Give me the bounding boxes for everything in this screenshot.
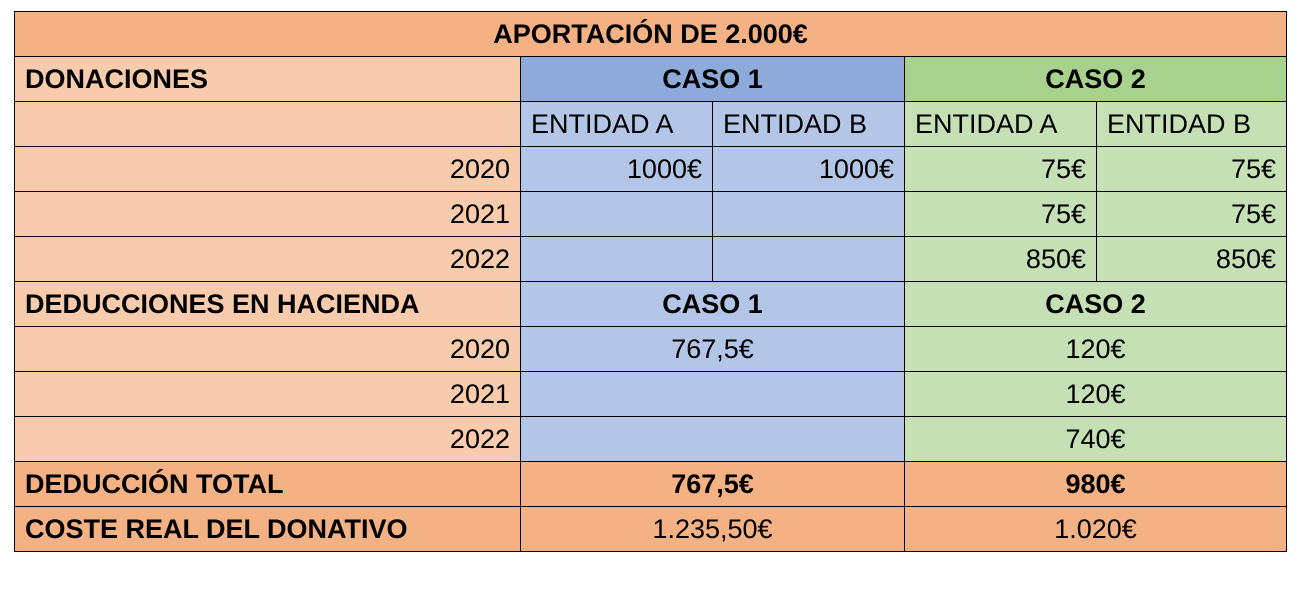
caso2-entidad-b-value: 850€ bbox=[1096, 236, 1287, 282]
donacion-row-2022: 2022 850€ 850€ bbox=[14, 236, 1287, 282]
donacion-year: 2022 bbox=[14, 236, 521, 282]
table-title: APORTACIÓN DE 2.000€ bbox=[14, 11, 1287, 57]
title-row: APORTACIÓN DE 2.000€ bbox=[14, 11, 1287, 57]
deduccion-caso1-value bbox=[520, 416, 905, 462]
deducciones-caso2-header: CASO 2 bbox=[904, 281, 1287, 327]
caso2-entidad-b-value: 75€ bbox=[1096, 191, 1287, 237]
donacion-row-2021: 2021 75€ 75€ bbox=[14, 191, 1287, 237]
caso1-entidad-a-value bbox=[520, 236, 713, 282]
caso2-entidad-a-value: 75€ bbox=[904, 146, 1097, 192]
caso1-entidad-a-value: 1000€ bbox=[520, 146, 713, 192]
deduccion-year: 2022 bbox=[14, 416, 521, 462]
donaciones-caso2-header: CASO 2 bbox=[904, 56, 1287, 102]
donacion-row-2020: 2020 1000€ 1000€ 75€ 75€ bbox=[14, 146, 1287, 192]
deduccion-row-2022: 2022 740€ bbox=[14, 416, 1287, 462]
caso2-entidad-a-value: 850€ bbox=[904, 236, 1097, 282]
deduccion-caso2-value: 120€ bbox=[904, 371, 1287, 417]
caso2-entidad-b-value: 75€ bbox=[1096, 146, 1287, 192]
deduccion-caso2-value: 120€ bbox=[904, 326, 1287, 372]
caso1-entidad-b-header: ENTIDAD B bbox=[712, 101, 905, 147]
donacion-year: 2021 bbox=[14, 191, 521, 237]
deduccion-caso2-value: 740€ bbox=[904, 416, 1287, 462]
deducciones-caso1-header: CASO 1 bbox=[520, 281, 905, 327]
deduccion-year: 2020 bbox=[14, 326, 521, 372]
caso1-entidad-b-value bbox=[712, 236, 905, 282]
caso2-entidad-b-header: ENTIDAD B bbox=[1096, 101, 1287, 147]
deduccion-total-caso2: 980€ bbox=[904, 461, 1287, 507]
donacion-year: 2020 bbox=[14, 146, 521, 192]
caso1-entidad-a-value bbox=[520, 191, 713, 237]
deduccion-total-label: DEDUCCIÓN TOTAL bbox=[14, 461, 521, 507]
deduccion-caso1-value bbox=[520, 371, 905, 417]
caso1-entidad-b-value: 1000€ bbox=[712, 146, 905, 192]
deducciones-label: DEDUCCIONES EN HACIENDA bbox=[14, 281, 521, 327]
caso2-entidad-a-value: 75€ bbox=[904, 191, 1097, 237]
donaciones-header-row: DONACIONES CASO 1 CASO 2 bbox=[14, 56, 1287, 102]
caso2-entidad-a-header: ENTIDAD A bbox=[904, 101, 1097, 147]
coste-real-label: COSTE REAL DEL DONATIVO bbox=[14, 506, 521, 552]
deduccion-row-2020: 2020 767,5€ 120€ bbox=[14, 326, 1287, 372]
coste-real-caso2: 1.020€ bbox=[904, 506, 1287, 552]
donation-table-container: APORTACIÓN DE 2.000€ DONACIONES CASO 1 C… bbox=[14, 11, 1287, 552]
caso1-entidad-a-header: ENTIDAD A bbox=[520, 101, 713, 147]
donaciones-label: DONACIONES bbox=[14, 56, 521, 102]
deduccion-year: 2021 bbox=[14, 371, 521, 417]
deduccion-caso1-value: 767,5€ bbox=[520, 326, 905, 372]
coste-real-row: COSTE REAL DEL DONATIVO 1.235,50€ 1.020€ bbox=[14, 506, 1287, 552]
deduccion-total-caso1: 767,5€ bbox=[520, 461, 905, 507]
entidad-header-blank bbox=[14, 101, 521, 147]
caso1-entidad-b-value bbox=[712, 191, 905, 237]
donaciones-caso1-header: CASO 1 bbox=[520, 56, 905, 102]
entidad-header-row: ENTIDAD A ENTIDAD B ENTIDAD A ENTIDAD B bbox=[14, 101, 1287, 147]
donation-comparison-table: APORTACIÓN DE 2.000€ DONACIONES CASO 1 C… bbox=[14, 11, 1287, 552]
deduccion-total-row: DEDUCCIÓN TOTAL 767,5€ 980€ bbox=[14, 461, 1287, 507]
deducciones-header-row: DEDUCCIONES EN HACIENDA CASO 1 CASO 2 bbox=[14, 281, 1287, 327]
coste-real-caso1: 1.235,50€ bbox=[520, 506, 905, 552]
deduccion-row-2021: 2021 120€ bbox=[14, 371, 1287, 417]
